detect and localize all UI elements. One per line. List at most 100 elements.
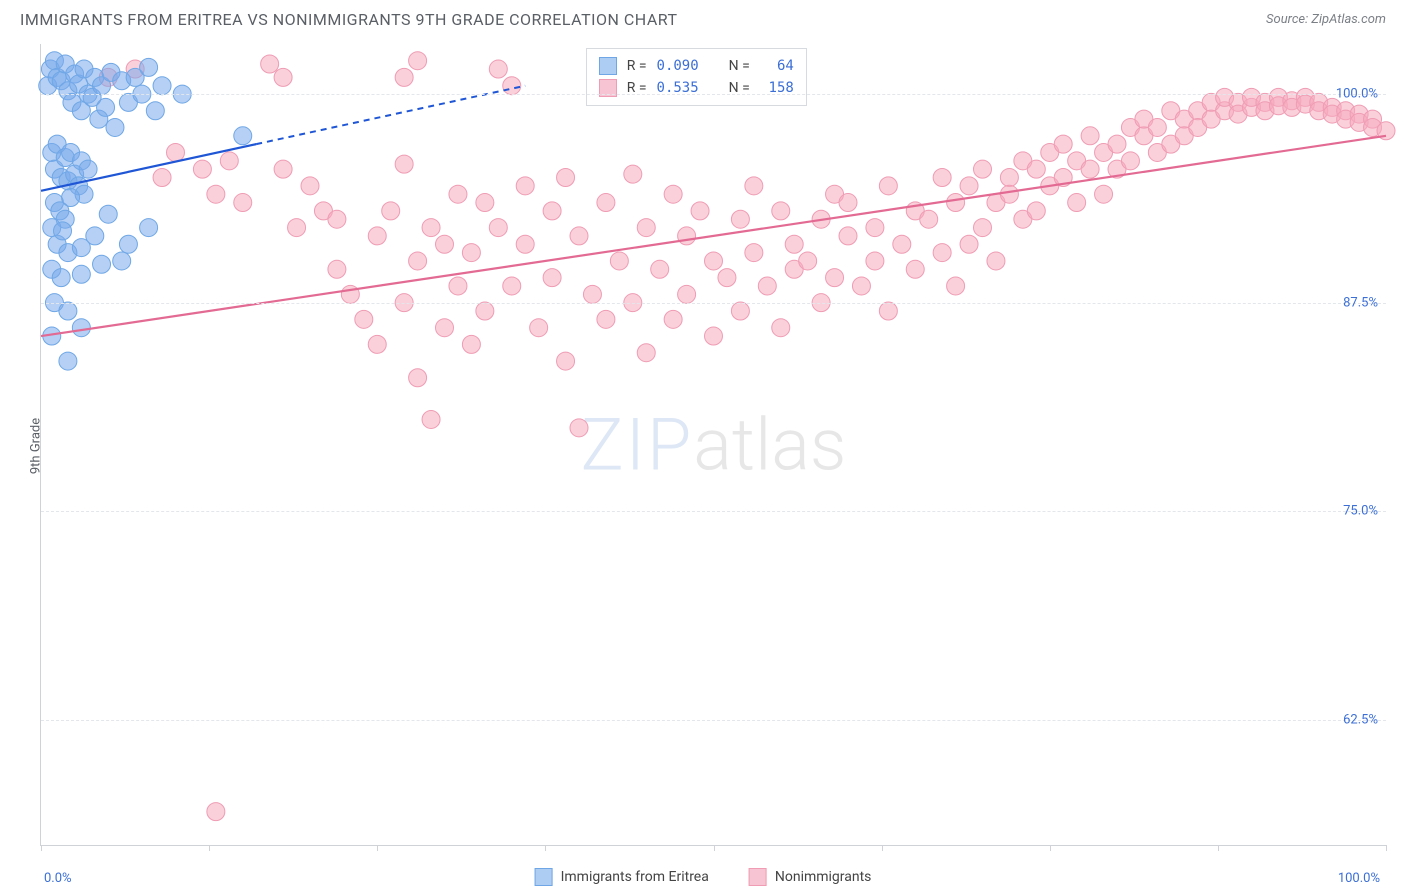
x-tick: [209, 845, 210, 851]
data-point-nonimmigrants: [745, 177, 763, 195]
data-point-eritrea: [59, 302, 77, 320]
data-point-eritrea: [146, 102, 164, 120]
chart-title: IMMIGRANTS FROM ERITREA VS NONIMMIGRANTS…: [20, 10, 678, 29]
data-point-nonimmigrants: [826, 269, 844, 287]
data-point-nonimmigrants: [395, 155, 413, 173]
chart-source: Source: ZipAtlas.com: [1266, 12, 1386, 27]
x-tick: [41, 845, 42, 851]
data-point-eritrea: [72, 265, 90, 283]
data-point-eritrea: [93, 255, 111, 273]
data-point-nonimmigrants: [1095, 185, 1113, 203]
data-point-nonimmigrants: [382, 202, 400, 220]
legend-label-nonimmigrants: Nonimmigrants: [775, 869, 872, 885]
data-point-nonimmigrants: [678, 285, 696, 303]
data-point-nonimmigrants: [167, 143, 185, 161]
data-point-eritrea: [97, 98, 115, 116]
stats-row-eritrea: R =0.090N =64: [599, 55, 794, 77]
legend-swatch-nonimmigrants: [749, 868, 767, 886]
data-point-nonimmigrants: [409, 52, 427, 70]
y-tick-label: 100.0%: [1336, 87, 1378, 102]
data-point-eritrea: [106, 118, 124, 136]
data-point-nonimmigrants: [288, 219, 306, 237]
data-point-nonimmigrants: [207, 185, 225, 203]
data-point-eritrea: [99, 205, 117, 223]
data-point-nonimmigrants: [476, 194, 494, 212]
legend-item-nonimmigrants: Nonimmigrants: [749, 868, 872, 886]
data-point-nonimmigrants: [1081, 160, 1099, 178]
x-tick: [545, 845, 546, 851]
data-point-nonimmigrants: [920, 210, 938, 228]
data-point-nonimmigrants: [866, 252, 884, 270]
data-point-nonimmigrants: [1027, 202, 1045, 220]
data-point-nonimmigrants: [974, 160, 992, 178]
data-point-nonimmigrants: [664, 185, 682, 203]
data-point-nonimmigrants: [462, 335, 480, 353]
data-point-nonimmigrants: [772, 202, 790, 220]
data-point-nonimmigrants: [933, 169, 951, 187]
data-point-nonimmigrants: [193, 160, 211, 178]
stats-legend: R =0.090N =64R =0.535N =158: [586, 48, 807, 106]
data-point-nonimmigrants: [597, 194, 615, 212]
data-point-nonimmigrants: [879, 177, 897, 195]
data-point-nonimmigrants: [462, 244, 480, 262]
data-point-nonimmigrants: [839, 194, 857, 212]
data-point-nonimmigrants: [543, 202, 561, 220]
data-point-nonimmigrants: [368, 227, 386, 245]
data-point-nonimmigrants: [731, 302, 749, 320]
data-point-nonimmigrants: [947, 277, 965, 295]
data-point-nonimmigrants: [933, 244, 951, 262]
data-point-nonimmigrants: [1148, 118, 1166, 136]
data-point-nonimmigrants: [570, 419, 588, 437]
chart-area: ZIPatlas R =0.090N =64R =0.535N =158 100…: [40, 44, 1386, 846]
n-value-nonimmigrants: 158: [760, 77, 794, 99]
data-point-nonimmigrants: [436, 235, 454, 253]
data-point-nonimmigrants: [745, 244, 763, 262]
data-point-nonimmigrants: [610, 252, 628, 270]
data-point-nonimmigrants: [785, 235, 803, 253]
data-point-nonimmigrants: [449, 277, 467, 295]
x-axis-max-label: 100.0%: [1338, 871, 1380, 886]
data-point-nonimmigrants: [1000, 185, 1018, 203]
data-point-nonimmigrants: [731, 210, 749, 228]
r-label: R =: [627, 77, 647, 99]
x-tick: [714, 845, 715, 851]
data-point-nonimmigrants: [422, 410, 440, 428]
data-point-nonimmigrants: [557, 169, 575, 187]
data-point-nonimmigrants: [557, 352, 575, 370]
data-point-nonimmigrants: [852, 277, 870, 295]
data-point-nonimmigrants: [664, 310, 682, 328]
data-point-nonimmigrants: [758, 277, 776, 295]
data-point-nonimmigrants: [530, 319, 548, 337]
data-point-nonimmigrants: [234, 194, 252, 212]
data-point-eritrea: [59, 352, 77, 370]
data-point-eritrea: [72, 319, 90, 337]
data-point-nonimmigrants: [261, 55, 279, 73]
data-point-nonimmigrants: [705, 327, 723, 345]
data-point-nonimmigrants: [960, 177, 978, 195]
y-tick-label: 87.5%: [1343, 295, 1378, 310]
data-point-nonimmigrants: [1054, 135, 1072, 153]
data-point-nonimmigrants: [906, 260, 924, 278]
data-point-nonimmigrants: [799, 252, 817, 270]
data-point-nonimmigrants: [597, 310, 615, 328]
data-point-nonimmigrants: [301, 177, 319, 195]
trend-line-nonimmigrants: [41, 136, 1386, 336]
legend-item-eritrea: Immigrants from Eritrea: [535, 868, 709, 886]
data-point-eritrea: [52, 269, 70, 287]
data-point-nonimmigrants: [368, 335, 386, 353]
data-point-nonimmigrants: [678, 227, 696, 245]
data-point-nonimmigrants: [1068, 194, 1086, 212]
data-point-nonimmigrants: [489, 60, 507, 78]
data-point-nonimmigrants: [449, 185, 467, 203]
x-tick: [377, 845, 378, 851]
data-point-nonimmigrants: [274, 160, 292, 178]
r-label: R =: [627, 55, 647, 77]
data-point-eritrea: [119, 235, 137, 253]
y-tick-label: 75.0%: [1343, 504, 1378, 519]
data-point-eritrea: [86, 227, 104, 245]
x-axis-min-label: 0.0%: [44, 871, 72, 886]
data-point-nonimmigrants: [153, 169, 171, 187]
data-point-nonimmigrants: [409, 369, 427, 387]
data-point-nonimmigrants: [651, 260, 669, 278]
stats-row-nonimmigrants: R =0.535N =158: [599, 77, 794, 99]
